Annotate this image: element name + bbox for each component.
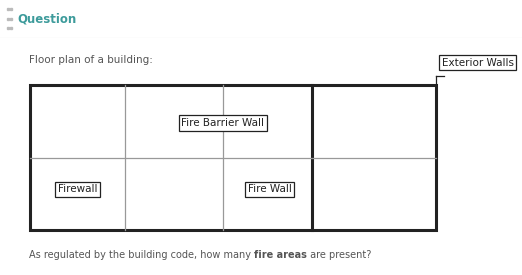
Text: Exterior Walls: Exterior Walls [442, 58, 514, 68]
Text: Fire Wall: Fire Wall [248, 185, 292, 194]
Text: Fire Barrier Wall: Fire Barrier Wall [182, 118, 265, 128]
Text: Question: Question [18, 12, 77, 26]
Text: fire areas: fire areas [254, 250, 307, 260]
Text: Firewall: Firewall [58, 185, 97, 194]
Text: Floor plan of a building:: Floor plan of a building: [29, 54, 152, 65]
Text: As regulated by the building code, how many: As regulated by the building code, how m… [29, 250, 254, 260]
Text: are present?: are present? [307, 250, 371, 260]
